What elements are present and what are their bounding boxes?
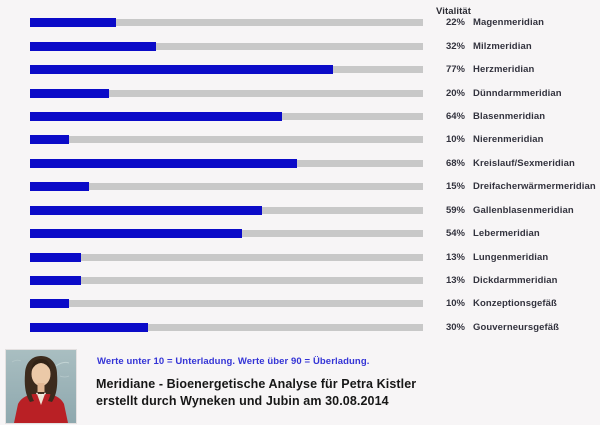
report-title: Meridiane - Bioenergetische Analyse für … [96, 376, 416, 409]
value-label: 10% [445, 134, 465, 146]
bar-row: 15% Dreifacherwärmermeridian [0, 175, 600, 198]
category-label: Milzmeridian [473, 40, 532, 52]
bar-track [30, 135, 423, 145]
bar-track [30, 41, 423, 51]
portrait-photo [5, 349, 77, 424]
category-label: Gallenblasenmeridian [473, 204, 574, 216]
value-label: 30% [445, 321, 465, 333]
bar-track [30, 276, 423, 286]
bar-fill [30, 252, 82, 262]
category-label: Lebermeridian [473, 228, 540, 240]
bar-fill [30, 111, 282, 121]
value-label: 68% [445, 157, 465, 169]
bar-fill [30, 65, 333, 75]
bar-row: 32% Milzmeridian [0, 34, 600, 57]
bar-row: 10% Konzeptionsgefäß [0, 292, 600, 315]
bar-row: 64% Blasenmeridian [0, 105, 600, 128]
value-label: 59% [445, 204, 465, 216]
bar-row: 59% Gallenblasenmeridian [0, 199, 600, 222]
bar-row: 68% Kreislauf/Sexmeridian [0, 152, 600, 175]
bar-row: 30% Gouverneursgefäß [0, 316, 600, 339]
bar-row: 54% Lebermeridian [0, 222, 600, 245]
category-label: Herzmeridian [473, 64, 535, 76]
category-label: Gouverneursgefäß [473, 321, 560, 333]
vitality-column-header: Vitalität [436, 6, 472, 17]
bar-fill [30, 299, 70, 309]
bar-row: 22% Magenmeridian [0, 11, 600, 34]
value-label: 13% [445, 275, 465, 287]
bar-fill [30, 322, 148, 332]
value-label: 13% [445, 251, 465, 263]
bar-track [30, 88, 423, 98]
bar-fill [30, 182, 89, 192]
category-label: Kreislauf/Sexmeridian [473, 157, 575, 169]
bar-track [30, 18, 423, 28]
bar-track [30, 205, 423, 215]
category-label: Blasenmeridian [473, 110, 546, 122]
bar-track [30, 299, 423, 309]
category-label: Magenmeridian [473, 17, 544, 29]
category-label: Dünndarmmeridian [473, 87, 562, 99]
bar-fill [30, 229, 243, 239]
bar-track [30, 65, 423, 75]
category-label: Nierenmeridian [473, 134, 544, 146]
category-label: Dickdarmmeridian [473, 275, 558, 287]
bar-track [30, 158, 423, 168]
value-interpretation-note: Werte unter 10 = Unterladung. Werte über… [97, 356, 370, 367]
value-label: 22% [445, 17, 465, 29]
bar-track [30, 322, 423, 332]
bar-row: 20% Dünndarmmeridian [0, 81, 600, 104]
category-label: Lungenmeridian [473, 251, 549, 263]
category-label: Dreifacherwärmermeridian [473, 181, 596, 193]
value-label: 32% [445, 40, 465, 52]
value-label: 15% [445, 181, 465, 193]
bar-row: 77% Herzmeridian [0, 58, 600, 81]
value-label: 10% [445, 298, 465, 310]
bar-fill [30, 41, 156, 51]
report-title-line1: Meridiane - Bioenergetische Analyse für … [96, 377, 417, 391]
bar-track [30, 252, 423, 262]
portrait-photo-graphic [6, 350, 76, 423]
value-label: 77% [445, 64, 465, 76]
bar-row: 13% Dickdarmmeridian [0, 269, 600, 292]
value-label: 64% [445, 110, 465, 122]
bar-row: 13% Lungenmeridian [0, 245, 600, 268]
bar-track [30, 111, 423, 121]
bar-fill [30, 18, 117, 28]
bar-fill [30, 135, 70, 145]
chart-rows: 22% Magenmeridian 32% Milzmeridian 77% Herzme… [0, 11, 600, 339]
report-title-line2: erstellt durch Wyneken und Jubin am 30.0… [96, 393, 389, 408]
value-label: 54% [445, 228, 465, 240]
category-label: Konzeptionsgefäß [473, 298, 557, 310]
value-label: 20% [445, 87, 465, 99]
bar-fill [30, 88, 109, 98]
bar-track [30, 182, 423, 192]
bar-fill [30, 158, 298, 168]
bar-fill [30, 276, 82, 286]
bar-row: 10% Nierenmeridian [0, 128, 600, 151]
bar-fill [30, 205, 262, 215]
bar-track [30, 229, 423, 239]
